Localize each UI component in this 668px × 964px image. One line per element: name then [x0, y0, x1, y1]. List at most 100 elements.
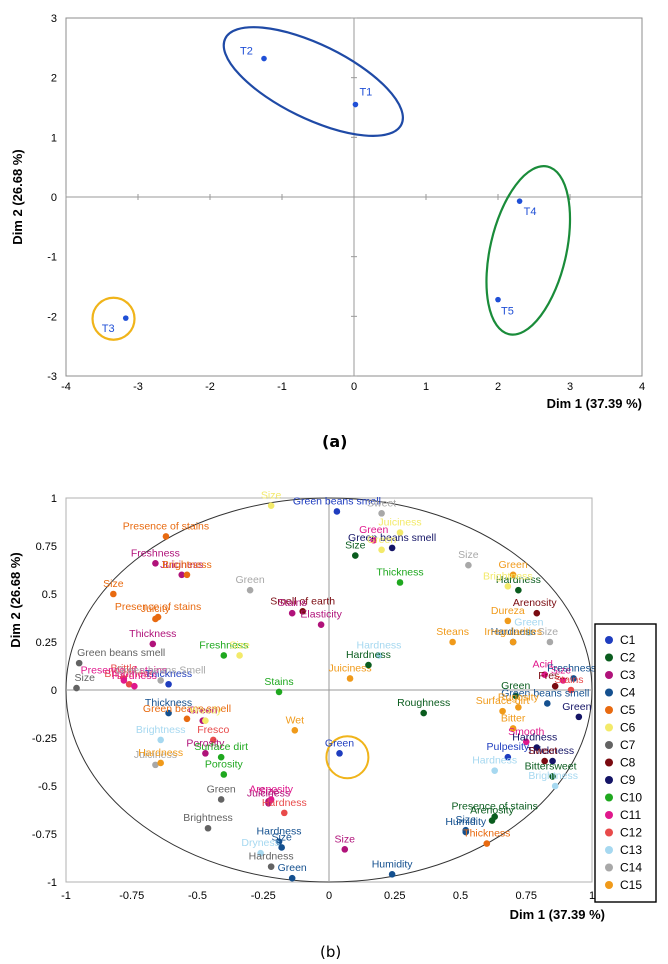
point-label-c12-24: Brittle: [110, 662, 137, 674]
point-label-c11-84: Smooth: [508, 726, 544, 738]
legend-marker-c13: [605, 846, 613, 854]
point-label-c15-45: Hardness: [138, 747, 183, 759]
point-label-c3-41: Porosity: [186, 737, 225, 749]
point-c10-31: [275, 688, 283, 696]
point-label-c2-6: Size: [345, 540, 366, 552]
point-c1-86: [504, 753, 512, 761]
y-tick-label-b: -0.25: [32, 733, 57, 745]
point-label-c12-40: Fresco: [197, 724, 229, 736]
point-c11-4: [370, 536, 378, 544]
y-tick-label-b: -0.75: [32, 829, 57, 841]
x-tick-label-b: -1: [61, 890, 71, 902]
group-ellipse-t4-t5: [485, 165, 572, 336]
point-c15-67: [504, 617, 512, 625]
y-axis-title-a: Dim 2 (26.68 %): [10, 149, 25, 244]
point-c14-64: [465, 561, 472, 569]
point-c1-29: [165, 680, 172, 688]
point-label-c7-48: Brightness: [183, 812, 233, 824]
point-label-c4-79: Green beans smell: [501, 687, 589, 699]
legend-label-c5: C5: [620, 703, 636, 717]
point-c15-43: [291, 727, 299, 734]
point-label-c11-4: Green: [359, 524, 388, 536]
legend-label-c1: C1: [620, 633, 636, 647]
y-tick-label-a: -3: [47, 371, 57, 383]
x-tick-label-b: 0.5: [453, 890, 468, 902]
point-label-t3: T3: [102, 323, 115, 335]
legend-marker-c14: [605, 863, 613, 872]
legend-label-c9: C9: [620, 773, 636, 787]
point-label-c6-3: Juiciness: [378, 517, 421, 529]
point-label-c14-2: Sweet: [367, 497, 396, 509]
x-tick-label-b: -0.25: [251, 890, 276, 902]
point-c5-9: [162, 533, 170, 540]
point-c1-59: [336, 750, 343, 757]
point-label-c11-74: Size: [551, 664, 572, 676]
point-c7-23: [75, 659, 83, 667]
point-label-c11-73: Acid: [532, 659, 553, 671]
point-label-c5-13: Size: [103, 578, 124, 590]
point-label-c2-61: Roughness: [397, 697, 450, 709]
y-tick-label-a: 2: [51, 73, 57, 85]
point-label-c10-46: Porosity: [205, 758, 244, 770]
point-label-c13-91: Brightness: [528, 770, 578, 782]
point-label-c13-68: Green: [514, 616, 543, 628]
x-tick-label-a: -2: [205, 381, 215, 393]
point-label-c8-66: Arenosity: [513, 597, 558, 609]
point-label-c2-92: Presence of stains: [451, 801, 537, 813]
point-label-c12-77: Stains: [554, 674, 583, 686]
point-c8-88: [541, 757, 548, 765]
point-c13-39: [157, 736, 164, 744]
point-label-c5-96: Thickness: [463, 828, 510, 840]
point-c6-38: [202, 717, 209, 725]
point-c8-66: [533, 609, 541, 617]
point-label-c4-75: Freshness: [547, 662, 596, 674]
caption-a: (a): [322, 432, 348, 451]
y-tick-label-b: -0.5: [38, 781, 57, 793]
point-label-c14-17: Green: [236, 574, 265, 586]
point-c11-27: [131, 682, 138, 690]
legend-label-c11: C11: [620, 808, 641, 822]
y-tick-label-a: 0: [51, 192, 57, 204]
y-tick-label-b: 1: [51, 493, 57, 505]
point-label-c6-7: Green: [367, 534, 396, 546]
point-label-c12-25: Brightness: [104, 668, 154, 680]
point-label-c4-94: Size: [456, 814, 477, 826]
point-c15-71: [449, 638, 456, 646]
point-c3-19: [288, 609, 296, 617]
point-label-c3-58: Size: [335, 833, 356, 845]
legend-marker-c7: [605, 741, 613, 749]
point-c12-25: [125, 680, 133, 688]
x-tick-label-a: 0: [351, 381, 357, 393]
x-tick-label-a: 3: [567, 381, 573, 393]
point-label-c13-39: Brightness: [136, 724, 186, 736]
point-label-c3-37: Green: [188, 705, 217, 717]
point-c11-74: [559, 677, 567, 684]
point-label-c14-30: Green beans Smell: [116, 664, 206, 676]
x-axis-title-b: Dim 1 (37.39 %): [510, 907, 605, 922]
legend-label-c7: C7: [620, 738, 636, 752]
point-label-c15-72: Irregularities: [484, 626, 542, 638]
point-c11-73: [541, 671, 548, 678]
legend-label-c8: C8: [620, 756, 636, 770]
point-c15-72: [509, 638, 517, 646]
point-label-c10-21: Freshness: [199, 639, 248, 651]
y-axis-title-b: Dim 2 (26.68 %): [8, 552, 23, 647]
point-c7-47: [217, 796, 225, 803]
point-c5-96: [483, 840, 491, 847]
point-c13-54: [257, 849, 264, 857]
point-label-c4-35: Thickness: [145, 697, 192, 709]
x-tick-label-b: 1: [589, 890, 595, 902]
point-label-c13-54: Dryness: [241, 837, 280, 849]
point-c6-65: [504, 583, 512, 590]
point-label-c6-0: Size: [261, 490, 282, 502]
legend-marker-c5: [605, 706, 613, 714]
legend-marker-c2: [605, 653, 613, 662]
point-label-c12-52: Hardness: [262, 797, 307, 809]
point-label-c4-53: Hardness: [257, 826, 302, 838]
point-label-c6-22: Size: [229, 639, 250, 651]
point-c5-12: [183, 571, 191, 579]
point-label-c4-60: Humidity: [372, 858, 414, 870]
point-c8-76: [551, 682, 559, 690]
point-label-c14-70: Size: [538, 626, 559, 638]
point-label-c11-26: Presence of stains: [81, 664, 167, 676]
